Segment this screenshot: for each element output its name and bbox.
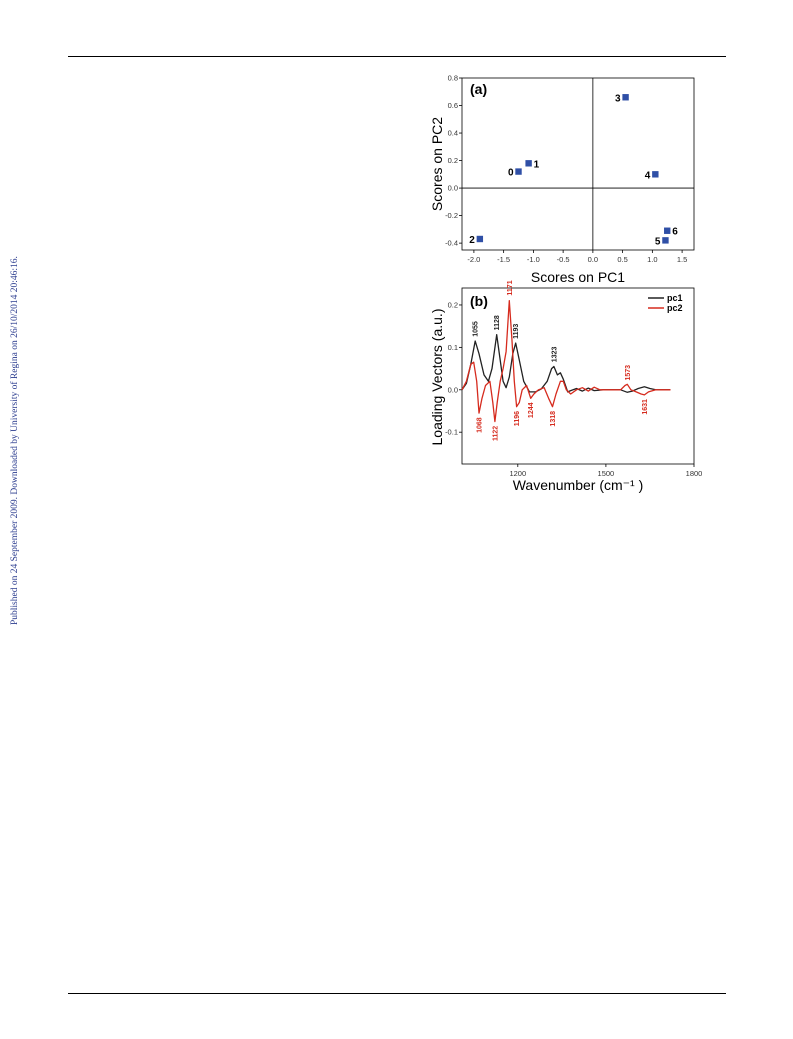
- peak-label-1193: 1193: [513, 324, 520, 339]
- scatter-point-1: [525, 160, 532, 167]
- scatter-point-6: [664, 227, 671, 234]
- scatter-point-5: [662, 237, 669, 244]
- panel-label-a: (a): [470, 81, 487, 97]
- x-tick-label-b: 1200: [509, 469, 526, 478]
- peak-label-1122: 1122: [492, 426, 499, 441]
- points-a: 0 1 2 3 4 56: [469, 93, 678, 247]
- y-tick-label-a: -0.4: [445, 239, 458, 248]
- plot-frame-a: [461, 77, 695, 251]
- line-panel-b: (b) 1200 1500 1800 -0.1 0.0 0.1 0.2 1055 1128 11…: [429, 280, 702, 493]
- scatter-point-3: [622, 94, 629, 101]
- axes-a: -2.0 -1.5 -1.0 -0.5 0.0 0.5 1.0 1.5 -0.4 -0.2 0.0 0…: [445, 74, 694, 264]
- point-label-2: 2: [469, 235, 475, 246]
- x-tick-label-a: -1.0: [527, 255, 540, 264]
- series-line-pc1: [461, 334, 671, 393]
- x-tick-label-a: 0.0: [588, 255, 598, 264]
- scatter-point-0: [515, 168, 522, 175]
- scatter-panel-a: (a) -2.0 -1.5 -1.0 -0.5 0.0 0.5 1.0 1.5 -0.4 -0.2…: [429, 74, 695, 285]
- y-tick-label-a: -0.2: [445, 211, 458, 220]
- series-line-pc2: [461, 300, 671, 423]
- y-axis-label-b: Loading Vectors (a.u.): [429, 309, 445, 446]
- x-tick-label-b: 1500: [598, 469, 615, 478]
- x-tick-label-b: 1800: [686, 469, 703, 478]
- peak-label-1196: 1196: [514, 411, 521, 426]
- peak-label-1128: 1128: [494, 315, 501, 330]
- x-tick-label-a: -0.5: [557, 255, 570, 264]
- x-tick-label-a: -1.5: [497, 255, 510, 264]
- panel-label-b: (b): [470, 293, 488, 309]
- scatter-point-2: [476, 235, 484, 243]
- legend-label-pc1: pc1: [667, 293, 683, 303]
- peak-label-1631: 1631: [642, 399, 649, 415]
- y-tick-label-a: 0.0: [448, 184, 458, 193]
- x-tick-label-a: 1.0: [647, 255, 657, 264]
- x-axis-label-a: Scores on PC1: [531, 269, 625, 285]
- x-tick-label-a: 0.5: [617, 255, 627, 264]
- peak-label-1573: 1573: [625, 365, 632, 381]
- y-tick-label-a: 0.2: [448, 156, 458, 165]
- axes-b: 1200 1500 1800 -0.1 0.0 0.1 0.2: [445, 300, 702, 478]
- peak-label-1318: 1318: [550, 411, 557, 427]
- peak-label-1068: 1068: [477, 417, 484, 433]
- y-tick-label-b: 0.2: [448, 300, 458, 309]
- peak-label-1055: 1055: [473, 321, 480, 337]
- y-tick-label-b: 0.1: [448, 343, 458, 352]
- point-label-6: 6: [672, 227, 678, 238]
- legend-label-pc2: pc2: [667, 303, 683, 313]
- header-rule: [68, 56, 726, 57]
- x-tick-label-a: 1.5: [677, 255, 687, 264]
- annotations-b: 1055 1128 1193 1323 1171 1573 1068 1122 1196 1244…: [473, 280, 649, 441]
- point-label-5: 5: [655, 236, 661, 247]
- peak-label-1244: 1244: [528, 402, 535, 418]
- scatter-point-4: [652, 171, 659, 178]
- plot-frame-b: [461, 287, 695, 465]
- footer-rule: [68, 993, 726, 994]
- x-tick-label-a: -2.0: [467, 255, 480, 264]
- x-axis-label-b: Wavenumber (cm⁻¹ ): [513, 477, 644, 493]
- y-axis-label-a: Scores on PC2: [429, 117, 445, 211]
- y-tick-label-a: 0.4: [448, 129, 458, 138]
- y-tick-label-b: -0.1: [445, 428, 458, 437]
- point-label-1: 1: [534, 159, 540, 170]
- y-tick-label-a: 0.8: [448, 74, 458, 83]
- y-tick-label-b: 0.0: [448, 385, 458, 394]
- lines-b: [461, 300, 671, 423]
- y-tick-label-a: 0.6: [448, 101, 458, 110]
- figure: (a) -2.0 -1.5 -1.0 -0.5 0.0 0.5 1.0 1.5 -0.4 -0.2…: [429, 74, 702, 493]
- peak-label-1171: 1171: [507, 280, 514, 295]
- point-label-3: 3: [615, 93, 621, 104]
- point-label-0: 0: [508, 168, 514, 179]
- point-label-4: 4: [645, 170, 651, 181]
- peak-label-1323: 1323: [551, 347, 558, 363]
- publication-note: Published on 24 September 2009. Download…: [10, 256, 20, 625]
